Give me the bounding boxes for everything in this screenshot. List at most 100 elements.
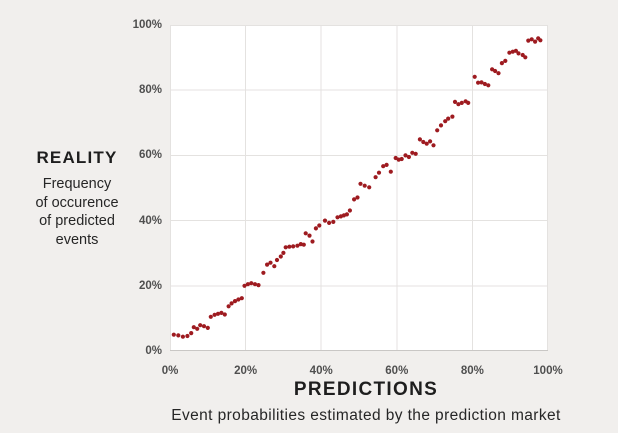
data-point — [265, 262, 270, 267]
data-point — [331, 219, 336, 224]
data-point — [201, 324, 207, 329]
data-point — [410, 150, 415, 155]
data-point — [384, 162, 389, 167]
data-point — [428, 139, 433, 144]
data-point — [205, 325, 210, 330]
data-point — [310, 239, 315, 244]
y-tick-label: 100% — [132, 19, 162, 31]
data-point — [376, 170, 382, 175]
data-point — [507, 50, 512, 55]
data-point — [242, 283, 247, 288]
scatter-plot-svg — [170, 25, 548, 351]
data-point — [452, 99, 458, 104]
y-axis-subtitle-line: of predicted — [39, 213, 115, 229]
data-point — [195, 326, 200, 331]
data-point — [344, 212, 349, 217]
data-point — [226, 304, 231, 309]
data-point — [479, 80, 484, 85]
data-point — [406, 154, 411, 160]
data-point — [482, 81, 487, 87]
data-point — [268, 260, 273, 265]
x-tick-label: 80% — [460, 365, 484, 377]
data-point — [496, 71, 501, 76]
y-axis-subtitle-line: of occurence — [35, 194, 119, 211]
data-point — [435, 128, 440, 133]
data-point — [215, 311, 221, 316]
plot-area — [170, 25, 548, 351]
y-axis-subtitle-line: events — [55, 231, 99, 248]
data-point — [185, 333, 190, 339]
data-point — [295, 243, 300, 248]
data-point — [503, 58, 508, 64]
x-tick-label: 40% — [309, 365, 333, 377]
data-point — [526, 38, 531, 43]
data-point — [403, 153, 408, 158]
data-point — [533, 39, 538, 44]
data-point — [388, 169, 393, 174]
x-axis-title-block: PREDICTIONS Event probabilities estimate… — [116, 379, 616, 425]
data-point — [191, 325, 196, 330]
data-point — [413, 151, 418, 156]
y-axis-title: REALITY — [36, 148, 118, 167]
x-tick-label: 20% — [234, 365, 258, 377]
y-axis-title-block: REALITY Frequency of occurence of predic… — [8, 148, 146, 249]
data-point — [313, 226, 318, 231]
data-point — [189, 331, 194, 336]
data-point — [459, 100, 464, 105]
data-point — [499, 61, 504, 66]
data-point — [252, 282, 258, 287]
x-tick-label: 0% — [161, 365, 179, 377]
data-point — [355, 195, 360, 200]
data-point — [529, 37, 534, 42]
data-point — [421, 139, 426, 145]
data-point — [516, 51, 521, 56]
data-point — [466, 100, 471, 105]
data-point — [261, 270, 266, 275]
data-point — [272, 264, 277, 269]
data-point — [317, 223, 322, 228]
y-tick-label: 60% — [138, 149, 162, 162]
data-point — [249, 281, 254, 286]
y-tick-label: 0% — [145, 345, 162, 357]
data-point — [176, 333, 181, 338]
data-point — [301, 242, 306, 247]
data-point — [352, 197, 357, 202]
data-point — [307, 233, 312, 238]
data-point — [538, 38, 543, 43]
data-point — [256, 283, 261, 288]
data-point — [472, 74, 477, 79]
data-point — [274, 257, 280, 263]
data-point — [438, 123, 444, 128]
data-point — [219, 310, 224, 315]
y-tick-label: 40% — [138, 214, 162, 227]
x-axis-subtitle: Event probabilities estimated by the pre… — [171, 407, 561, 424]
data-point — [362, 183, 367, 188]
data-point — [281, 250, 286, 255]
data-point — [278, 254, 283, 259]
data-point — [322, 218, 328, 223]
data-point — [327, 220, 332, 225]
data-point — [347, 208, 352, 213]
y-axis-subtitle-line: Frequency — [42, 176, 112, 192]
data-point — [232, 299, 238, 304]
data-point — [424, 141, 429, 146]
data-point — [239, 296, 244, 301]
data-point — [450, 114, 455, 119]
data-point — [523, 55, 528, 60]
data-point — [446, 116, 451, 121]
data-point — [236, 297, 241, 302]
data-point — [171, 332, 176, 337]
data-point — [180, 334, 185, 339]
data-point — [208, 314, 213, 319]
y-tick-label: 20% — [138, 279, 162, 292]
x-tick-label: 60% — [385, 365, 409, 377]
x-axis-title: PREDICTIONS — [293, 379, 439, 400]
data-point — [513, 48, 518, 53]
data-point — [476, 80, 481, 85]
data-point — [303, 231, 308, 236]
x-tick-label: 100% — [533, 365, 563, 377]
data-point — [358, 181, 363, 186]
data-point — [283, 245, 288, 250]
data-point — [198, 323, 203, 328]
